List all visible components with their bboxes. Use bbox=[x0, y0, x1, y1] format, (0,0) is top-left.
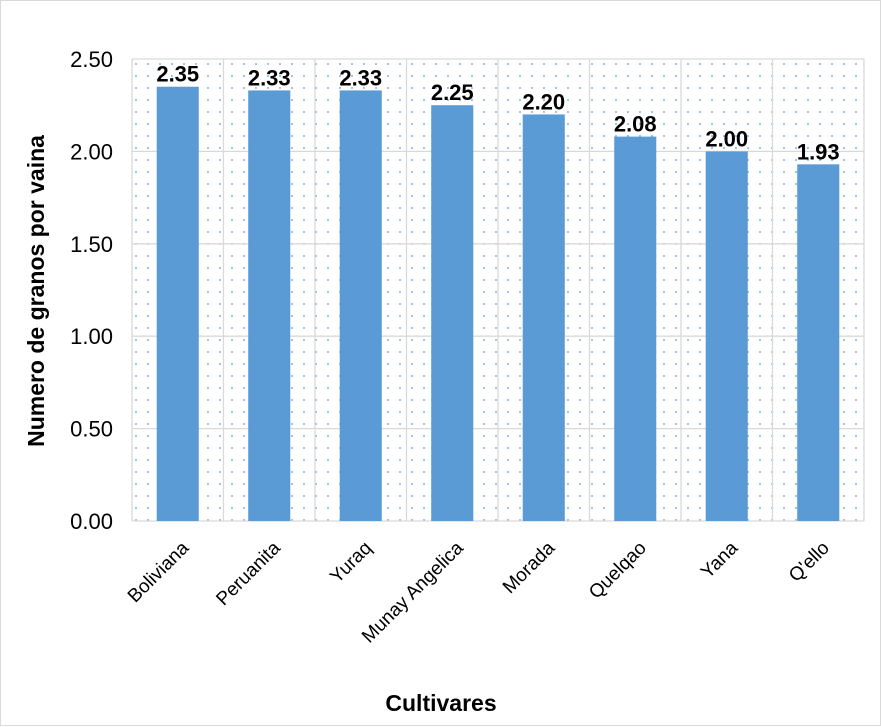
y-tick-label: 0.50 bbox=[70, 417, 113, 442]
x-tick-label: Q'ello bbox=[785, 538, 834, 587]
bar bbox=[431, 105, 474, 521]
y-tick-label: 0.00 bbox=[70, 509, 113, 534]
x-tick-label: Yuraq bbox=[326, 538, 376, 588]
x-axis-title: Cultivares bbox=[385, 690, 496, 716]
x-tick-label: Quelqao bbox=[585, 538, 651, 604]
y-tick-labels: 0.00 0.50 1.00 1.50 2.00 2.50 bbox=[70, 47, 113, 534]
data-label: 2.08 bbox=[614, 112, 657, 137]
data-label: 2.33 bbox=[248, 65, 291, 90]
bar bbox=[156, 86, 199, 521]
x-tick-label: Morada bbox=[499, 537, 560, 598]
data-label: 2.33 bbox=[339, 65, 382, 90]
bar bbox=[614, 136, 657, 521]
bars bbox=[156, 86, 840, 521]
bar bbox=[339, 90, 382, 521]
y-tick-label: 1.50 bbox=[70, 232, 113, 257]
x-tick-label: Yana bbox=[697, 537, 743, 583]
y-tick-label: 1.00 bbox=[70, 324, 113, 349]
y-tick-label: 2.50 bbox=[70, 47, 113, 72]
data-label: 2.00 bbox=[705, 126, 748, 151]
y-tick-label: 2.00 bbox=[70, 139, 113, 164]
bar bbox=[248, 90, 291, 521]
bar bbox=[705, 151, 748, 521]
data-label: 2.20 bbox=[522, 89, 565, 114]
data-labels: 2.35 2.33 2.33 2.25 2.20 2.08 2.00 1.93 bbox=[156, 62, 839, 165]
data-label: 2.35 bbox=[156, 62, 199, 87]
x-tick-label: Peruanita bbox=[212, 537, 285, 610]
data-label: 2.25 bbox=[431, 80, 474, 105]
data-label: 1.93 bbox=[797, 139, 840, 164]
bar bbox=[797, 164, 840, 521]
y-axis-title: Numero de granos por vaina bbox=[23, 135, 49, 447]
bar bbox=[522, 114, 565, 521]
x-tick-label: Boliviana bbox=[124, 537, 194, 607]
